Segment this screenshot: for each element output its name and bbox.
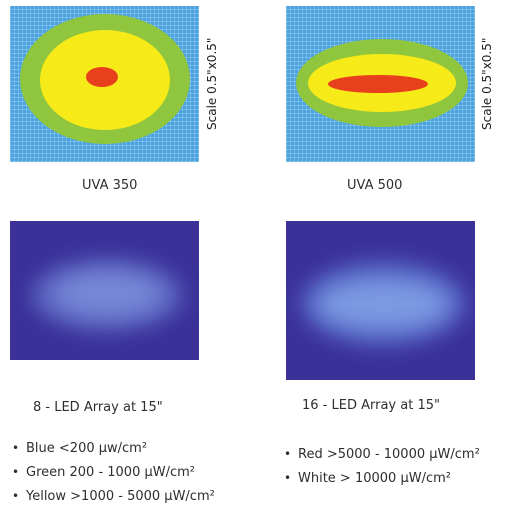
bullet: • bbox=[12, 465, 20, 479]
legend-red-text: Red >5000 - 10000 µW/cm² bbox=[298, 447, 480, 462]
uva350-caption: UVA 350 bbox=[82, 178, 138, 193]
led8-image bbox=[10, 221, 199, 360]
legend-red: • Red >5000 - 10000 µW/cm² bbox=[284, 447, 480, 462]
bullet: • bbox=[12, 441, 20, 455]
red-zone bbox=[86, 67, 118, 87]
uva500-scale-label: Scale 0.5"x0.5" bbox=[480, 37, 494, 130]
light-glow bbox=[32, 259, 182, 331]
led16-image bbox=[286, 221, 475, 380]
light-glow-core bbox=[318, 279, 448, 329]
bullet: • bbox=[284, 447, 292, 461]
legend-green-text: Green 200 - 1000 µW/cm² bbox=[26, 465, 196, 480]
uva500-heatmap bbox=[286, 6, 475, 162]
led8-caption: 8 - LED Array at 15" bbox=[33, 400, 163, 415]
red-zone bbox=[328, 75, 428, 93]
legend-green: • Green 200 - 1000 µW/cm² bbox=[12, 465, 195, 480]
legend-white: • White > 10000 µW/cm² bbox=[284, 471, 451, 486]
legend-yellow-text: Yellow >1000 - 5000 µW/cm² bbox=[26, 489, 215, 504]
uva350-heatmap bbox=[10, 6, 199, 162]
legend-blue-text: Blue <200 µw/cm² bbox=[26, 441, 148, 456]
legend-yellow: • Yellow >1000 - 5000 µW/cm² bbox=[12, 489, 215, 504]
uva350-scale-label: Scale 0.5"x0.5" bbox=[205, 37, 219, 130]
legend-blue: • Blue <200 µw/cm² bbox=[12, 441, 147, 456]
uva500-caption: UVA 500 bbox=[347, 178, 403, 193]
bullet: • bbox=[12, 489, 20, 503]
light-glow-core bbox=[55, 273, 160, 315]
bullet: • bbox=[284, 471, 292, 485]
legend-white-text: White > 10000 µW/cm² bbox=[298, 471, 451, 486]
led16-caption: 16 - LED Array at 15" bbox=[302, 398, 440, 413]
